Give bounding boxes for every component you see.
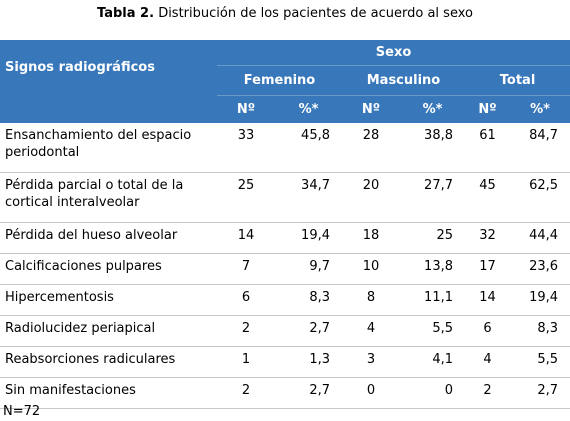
header-t-pct: %* [510,95,570,123]
header-total: Total [465,65,570,96]
row-label: Reabsorciones radiculares [0,346,217,378]
masculino-pct: 5,5 [400,315,465,347]
masculino-n: 10 [342,253,400,285]
masculino-pct: 38,8 [400,123,465,173]
femenino-pct: 45,8 [275,123,342,173]
total-pct: 84,7 [510,123,570,173]
femenino-pct: 1,3 [275,346,342,378]
femenino-pct: 19,4 [275,222,342,254]
femenino-n: 25 [217,172,275,223]
header-f-pct: %* [275,95,342,123]
header-group-sexo: Sexo [217,40,570,66]
row-label: Radiolucidez periapical [0,315,217,347]
total-pct: 62,5 [510,172,570,223]
total-pct: 5,5 [510,346,570,378]
table-body: Ensanchamiento del espacio periodontal 3… [0,123,570,409]
total-n: 61 [465,123,510,173]
header-masculino: Masculino [342,65,465,96]
header-blank [0,95,217,123]
total-n: 14 [465,284,510,316]
femenino-n: 33 [217,123,275,173]
masculino-n: 8 [342,284,400,316]
header-m-n: Nº [342,95,400,123]
row-label: Ensanchamiento del espacio periodontal [0,123,217,173]
total-n: 6 [465,315,510,347]
femenino-n: 2 [217,315,275,347]
header-t-n: Nº [465,95,510,123]
masculino-n: 18 [342,222,400,254]
row-label: Pérdida del hueso alveolar [0,222,217,254]
table-caption: Tabla 2. Distribución de los pacientes d… [0,6,570,22]
header-femenino: Femenino [217,65,342,96]
row-label: Sin manifestaciones [0,377,217,409]
table-row: Pérdida del hueso alveolar 14 19,4 18 25… [0,222,570,254]
femenino-pct: 2,7 [275,377,342,409]
header-row-label: Signos radiográficos [0,40,217,96]
masculino-pct: 0 [400,377,465,409]
table-row: Radiolucidez periapical 2 2,7 4 5,5 6 8,… [0,315,570,347]
masculino-pct: 27,7 [400,172,465,223]
masculino-pct: 13,8 [400,253,465,285]
table-row: Hipercementosis 6 8,3 8 11,1 14 19,4 [0,284,570,316]
total-pct: 2,7 [510,377,570,409]
femenino-n: 7 [217,253,275,285]
total-n: 45 [465,172,510,223]
total-pct: 8,3 [510,315,570,347]
total-n: 4 [465,346,510,378]
femenino-pct: 8,3 [275,284,342,316]
row-label: Hipercementosis [0,284,217,316]
table-header: Signos radiográficos Sexo Femenino Mascu… [0,40,570,123]
femenino-n: 6 [217,284,275,316]
femenino-pct: 9,7 [275,253,342,285]
total-pct: 23,6 [510,253,570,285]
masculino-n: 0 [342,377,400,409]
row-label: Calcificaciones pulpares [0,253,217,285]
femenino-pct: 2,7 [275,315,342,347]
femenino-n: 14 [217,222,275,254]
caption-text: Distribución de los pacientes de acuerdo… [158,6,473,21]
header-m-pct: %* [400,95,465,123]
masculino-pct: 11,1 [400,284,465,316]
data-table: Signos radiográficos Sexo Femenino Mascu… [0,40,570,409]
femenino-n: 1 [217,346,275,378]
masculino-n: 4 [342,315,400,347]
femenino-pct: 34,7 [275,172,342,223]
table-row: Calcificaciones pulpares 7 9,7 10 13,8 1… [0,253,570,285]
table-row: Ensanchamiento del espacio periodontal 3… [0,123,570,173]
sample-size-note: N=72 [3,404,41,419]
caption-label: Tabla 2. [97,6,155,21]
header-f-n: Nº [217,95,275,123]
masculino-pct: 25 [400,222,465,254]
femenino-n: 2 [217,377,275,409]
masculino-n: 3 [342,346,400,378]
total-pct: 44,4 [510,222,570,254]
table-row: Reabsorciones radiculares 1 1,3 3 4,1 4 … [0,346,570,378]
table-row: Pérdida parcial o total de la cortical i… [0,172,570,223]
masculino-n: 20 [342,172,400,223]
total-pct: 19,4 [510,284,570,316]
total-n: 32 [465,222,510,254]
table-row: Sin manifestaciones 2 2,7 0 0 2 2,7 [0,377,570,409]
total-n: 17 [465,253,510,285]
masculino-pct: 4,1 [400,346,465,378]
masculino-n: 28 [342,123,400,173]
total-n: 2 [465,377,510,409]
row-label: Pérdida parcial o total de la cortical i… [0,172,217,223]
